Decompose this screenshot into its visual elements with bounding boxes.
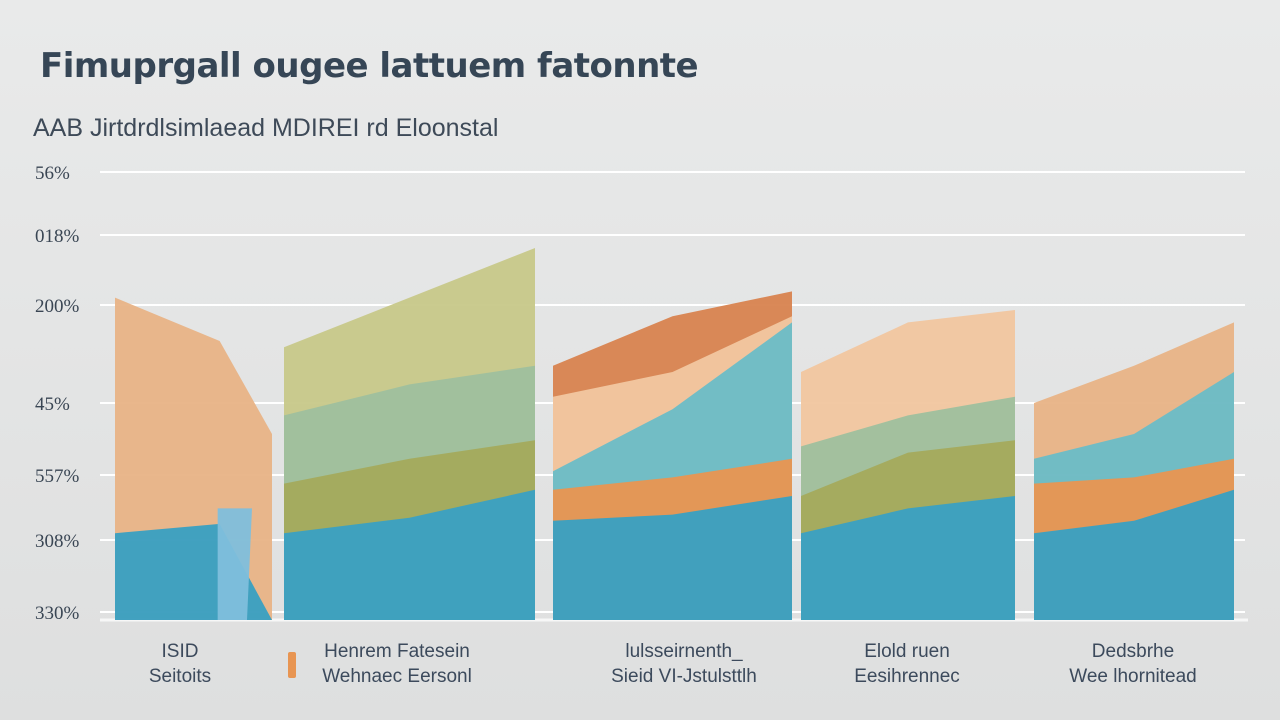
y-tick-label: 308% xyxy=(35,531,80,552)
x-category-label: lulsseirnenth_ xyxy=(625,641,743,662)
y-tick-label: 56% xyxy=(35,163,70,184)
x-category-label: Sieid VI-Jstulsttlh xyxy=(611,666,757,687)
legend-marker xyxy=(288,652,296,678)
area-gap-g1 xyxy=(217,508,252,620)
y-tick-label: 018% xyxy=(35,226,80,247)
x-category-label: Henrem Fatesein xyxy=(324,641,470,662)
area-series xyxy=(115,248,1234,620)
y-tick-label: 200% xyxy=(35,296,80,317)
area-blue-g3 xyxy=(553,496,792,620)
x-category-label: Eesihrennec xyxy=(854,666,960,687)
chart-title: Fimuprgall ougee lattuem fatonnte xyxy=(40,46,699,86)
chart-subtitle: AAB Jirtdrdlsimlaead MDIREI rd Eloonstal xyxy=(33,114,499,142)
axis-labels: 56% 018% 200% 45% 557% 308% 330% ISID Seitoits He… xyxy=(35,163,1197,687)
x-category-label: Elold ruen xyxy=(864,641,950,662)
x-category-label: Wee lhornitead xyxy=(1069,666,1196,687)
area-blue-g2 xyxy=(284,489,535,620)
area-blue-g5 xyxy=(1034,489,1234,620)
y-tick-label: 557% xyxy=(35,466,80,487)
area-blue-g4 xyxy=(801,496,1015,620)
x-category-label: Seitoits xyxy=(149,666,211,687)
x-category-label: ISID xyxy=(162,641,199,662)
y-tick-label: 45% xyxy=(35,394,70,415)
y-tick-label: 330% xyxy=(35,603,80,624)
x-category-label: Dedsbrhe xyxy=(1092,641,1174,662)
x-category-label: Wehnaec Eersonl xyxy=(322,666,472,687)
